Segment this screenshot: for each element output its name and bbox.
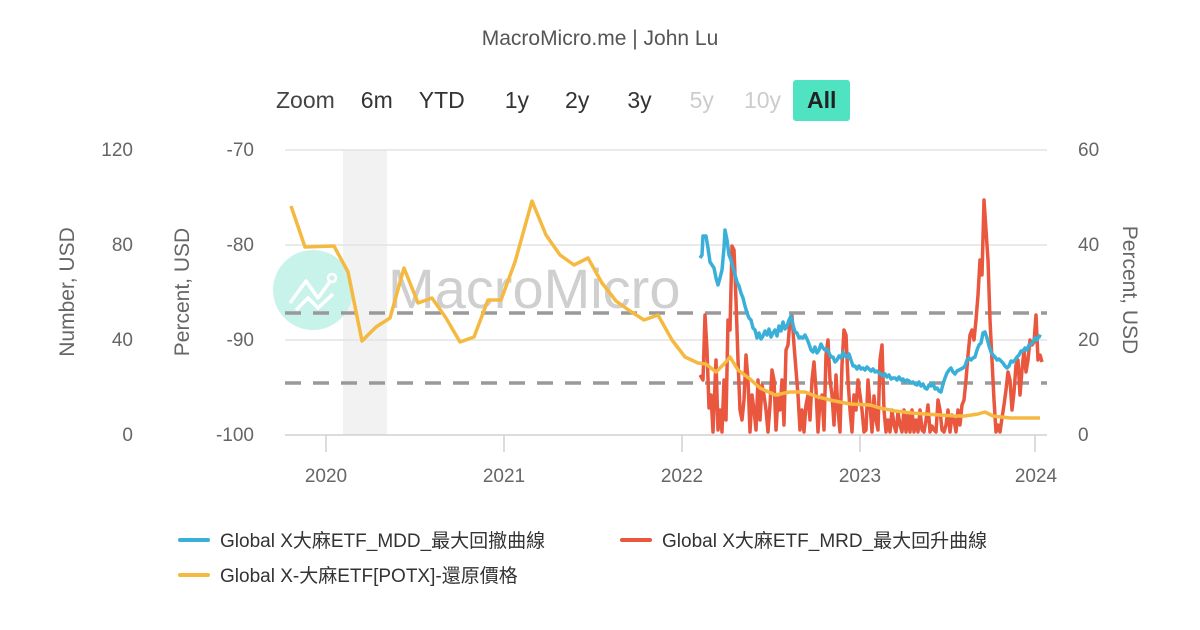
- range-button-5y: 5y: [689, 86, 714, 113]
- range-button-6m[interactable]: 6m: [360, 86, 393, 113]
- x-tick: 2022: [660, 466, 704, 487]
- right-tick: 60: [1078, 140, 1100, 161]
- right-tick: 0: [1078, 425, 1089, 446]
- left-inner-tick: -100: [215, 425, 254, 446]
- range-button-ytd[interactable]: YTD: [418, 86, 465, 113]
- grid-lines: [285, 149, 1047, 341]
- left-outer-tick: 0: [122, 425, 133, 446]
- left-inner-tick: -90: [226, 330, 254, 351]
- left-outer-tick: 80: [111, 235, 133, 256]
- range-button-10y: 10y: [743, 86, 782, 113]
- range-button-1y[interactable]: 1y: [504, 86, 530, 113]
- chart-title: MacroMicro.me | John Lu: [481, 27, 719, 50]
- legend-label-mdd: Global X大麻ETF_MDD_最大回撤曲線: [220, 531, 546, 552]
- legend-item-mrd[interactable]: Global X大麻ETF_MRD_最大回升曲線: [620, 526, 987, 553]
- legend-swatch-mrd: [620, 537, 652, 542]
- x-tick: 2023: [838, 466, 882, 487]
- watermark-text: MacroMicro: [388, 257, 680, 320]
- watermark: MacroMicro: [273, 250, 680, 330]
- series-mrd-line[interactable]: [698, 198, 1044, 434]
- legend-label-potx: Global X-大麻ETF[POTX]-還原價格: [220, 566, 518, 587]
- x-tick: 2024: [1014, 466, 1058, 487]
- right-tick: 20: [1078, 330, 1100, 351]
- left-inner-tick: -70: [226, 140, 254, 161]
- legend-swatch-mdd: [178, 537, 210, 542]
- legend-item-mdd[interactable]: Global X大麻ETF_MDD_最大回撤曲線: [178, 526, 545, 553]
- range-button-3y[interactable]: 3y: [627, 86, 652, 113]
- legend-swatch-potx: [178, 572, 210, 577]
- x-tick: 2020: [304, 466, 348, 487]
- zoom-label: Zoom: [276, 86, 335, 113]
- range-button-all[interactable]: All: [793, 79, 851, 121]
- right-tick: 40: [1078, 235, 1100, 256]
- left-outer-tick: 40: [111, 330, 133, 351]
- left-inner-tick: -80: [226, 235, 254, 256]
- legend-item-potx[interactable]: Global X-大麻ETF[POTX]-還原價格: [178, 561, 518, 588]
- x-axis-ticks: [325, 435, 1036, 452]
- x-tick: 2021: [482, 466, 526, 487]
- range-button-2y[interactable]: 2y: [565, 86, 590, 113]
- left-outer-tick: 120: [101, 140, 133, 161]
- series-potx-line[interactable]: [289, 199, 1040, 420]
- legend-label-mrd: Global X大麻ETF_MRD_最大回升曲線: [662, 531, 988, 552]
- series-mdd-line[interactable]: [698, 228, 1042, 394]
- range-selector: Zoom 6m YTD 1y 2y 3y 5y 10y All: [276, 78, 851, 122]
